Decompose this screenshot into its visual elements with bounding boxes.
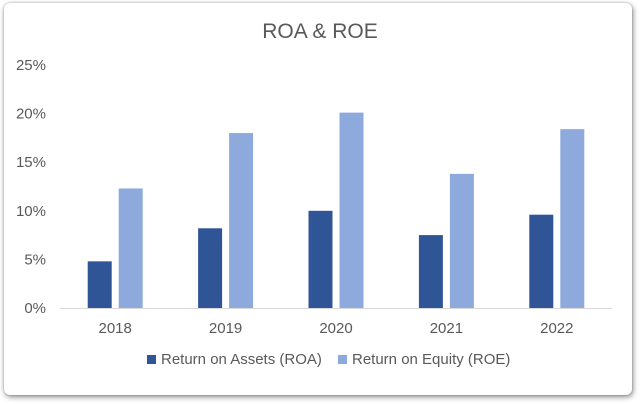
- legend: Return on Assets (ROA) Return on Equity …: [147, 351, 510, 368]
- bar-roe-2020: [339, 112, 364, 309]
- bars: [87, 112, 585, 309]
- bar-roe-2021: [449, 173, 474, 308]
- x-tick-label: 2021: [430, 320, 463, 337]
- x-tick-label: 2019: [209, 320, 242, 337]
- y-tick-label: 5%: [24, 251, 46, 268]
- legend-swatch-roe: [338, 355, 347, 364]
- x-tick-label: 2022: [540, 320, 573, 337]
- legend-label-roa: Return on Assets (ROA): [161, 351, 322, 368]
- y-tick-label: 0%: [24, 300, 46, 317]
- x-tick-label: 2018: [99, 320, 132, 337]
- bar-roa-2019: [198, 228, 223, 308]
- bar-roa-2018: [87, 261, 112, 308]
- y-tick-label: 25%: [16, 57, 46, 74]
- bar-roe-2018: [118, 188, 143, 308]
- y-axis-ticks: 0% 5% 10% 15% 20% 25%: [16, 57, 46, 317]
- bar-roa-2020: [308, 210, 333, 308]
- y-tick-label: 15%: [16, 154, 46, 171]
- legend-label-roe: Return on Equity (ROE): [352, 351, 510, 368]
- bar-roe-2019: [229, 133, 254, 308]
- y-tick-label: 10%: [16, 203, 46, 220]
- y-tick-label: 20%: [16, 106, 46, 123]
- legend-swatch-roa: [147, 355, 156, 364]
- chart-title: ROA & ROE: [262, 20, 378, 43]
- x-axis-ticks: 2018 2019 2020 2021 2022: [99, 320, 574, 337]
- x-tick-label: 2020: [319, 320, 352, 337]
- bar-roe-2022: [560, 129, 585, 308]
- bar-roa-2021: [418, 235, 443, 308]
- chart-card: [4, 3, 632, 395]
- bar-roa-2022: [529, 214, 554, 308]
